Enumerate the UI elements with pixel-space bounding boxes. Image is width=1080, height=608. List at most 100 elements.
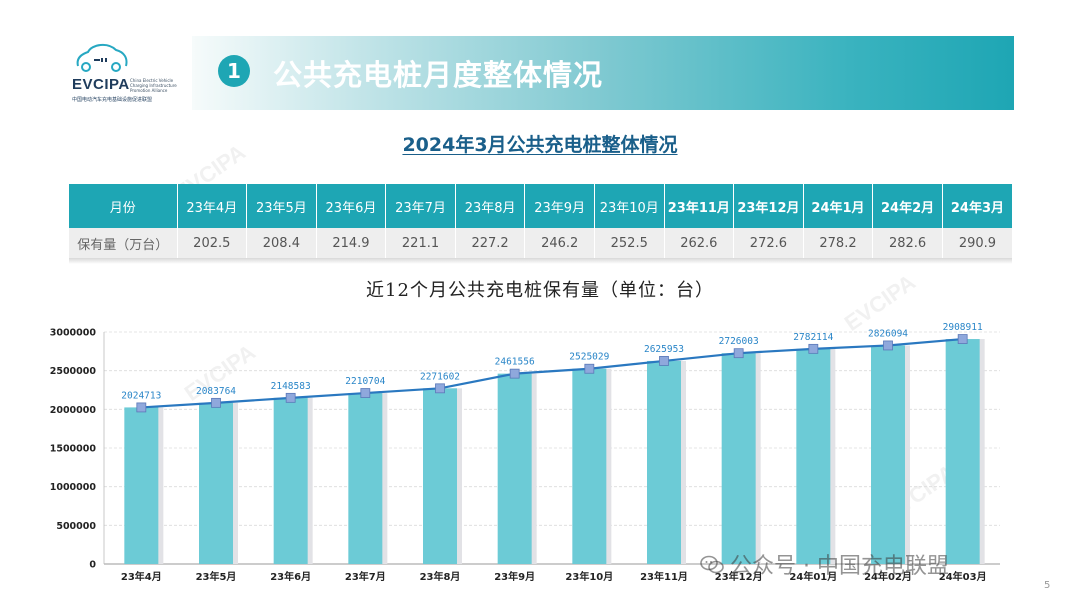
line-marker	[360, 388, 371, 398]
wechat-watermark: 公众号 · 中国充电联盟	[700, 548, 949, 580]
data-label: 2271602	[420, 371, 460, 382]
table-header-month: 23年5月	[246, 184, 317, 228]
bar	[572, 368, 607, 564]
table-header-month: 24年3月	[942, 184, 1012, 228]
bar	[273, 397, 308, 564]
table-cell: 214.9	[316, 228, 387, 258]
stock-chart: 0 500000 1000000 1500000 2000000 2500000 30000…	[50, 322, 1000, 583]
series-line	[141, 337, 963, 409]
data-label: 2908911	[943, 322, 983, 333]
table-cell: 278.2	[803, 228, 874, 258]
data-label: 2782114	[793, 332, 833, 343]
bar	[497, 373, 532, 564]
table-header-month: 23年12月	[733, 184, 804, 228]
x-tick-label: 24年01月	[789, 570, 837, 583]
section-title: 2024年3月公共充电桩整体情况	[402, 134, 678, 156]
y-tick-label: 1000000	[50, 482, 97, 493]
line-marker	[509, 368, 520, 379]
line-marker	[659, 356, 669, 366]
x-tick-label: 23年6月	[270, 570, 311, 583]
line-marker	[883, 340, 893, 351]
y-tick-label: 500000	[56, 521, 96, 532]
bar	[796, 348, 831, 564]
table-header-label: 月份	[69, 184, 178, 228]
table-header-month: 23年11月	[664, 184, 735, 228]
data-label: 2525029	[569, 352, 609, 363]
logo-tagline: China Electric Vehicle Charging Infrastr…	[130, 78, 177, 93]
bar	[348, 393, 383, 564]
y-tick-label: 2000000	[50, 405, 97, 416]
data-label: 2210704	[345, 376, 385, 387]
data-label: 2625953	[644, 344, 684, 355]
bar	[871, 345, 905, 564]
logo-subtitle: 中国电动汽车充电基础设施促进联盟	[72, 97, 153, 103]
logo-brand: EVCIPA	[72, 76, 130, 93]
table-cell: 272.6	[733, 228, 804, 258]
bar	[124, 407, 159, 564]
chart-title: 近12个月公共充电桩保有量（单位：台）	[366, 280, 714, 301]
line-marker	[957, 334, 968, 344]
y-tick-label: 2500000	[50, 366, 97, 377]
data-label: 2826094	[868, 328, 908, 339]
table-row-label: 保有量（万台）	[69, 228, 178, 258]
x-tick-label: 23年8月	[420, 570, 461, 583]
table-header-month: 23年6月	[316, 184, 387, 228]
bar	[945, 339, 980, 564]
x-tick-label: 23年11月	[640, 570, 688, 583]
x-tick-label: 23年4月	[121, 570, 162, 583]
table-row: 保有量（万台） 202.5 208.4 214.9 221.1 227.2 246.2 25…	[69, 228, 1012, 258]
line-marker	[435, 383, 445, 394]
table-cell: 202.5	[177, 228, 248, 258]
data-label: 2461556	[495, 357, 535, 368]
line-marker	[808, 343, 819, 354]
bar	[647, 360, 681, 564]
bar	[721, 353, 756, 564]
data-label: 2024713	[121, 390, 161, 401]
table-cell: 208.4	[246, 228, 317, 258]
table-header-month: 23年8月	[455, 184, 526, 228]
page-title: 公共充电桩月度整体情况	[273, 58, 604, 92]
table-cell: 221.1	[385, 228, 456, 258]
table-header-month: 23年10月	[594, 184, 665, 228]
table-header-month: 24年1月	[803, 184, 874, 228]
wechat-icon	[700, 555, 724, 574]
x-tick-label: 23年10月	[565, 570, 613, 583]
table-cell: 290.9	[942, 228, 1012, 258]
line-marker	[136, 402, 147, 413]
line-marker	[285, 392, 296, 403]
table-cell: 227.2	[455, 228, 526, 258]
table-header-month: 23年4月	[177, 184, 248, 228]
line-marker	[733, 348, 744, 359]
x-tick-label: 24年02月	[864, 570, 912, 583]
table-cell: 262.6	[664, 228, 735, 258]
table-cell: 252.5	[594, 228, 665, 258]
summary-table: 月份 23年4月 23年5月 23年6月 23年7月 23年8月 23年9月 23年10月 2…	[69, 184, 1012, 258]
x-tick-label: 23年7月	[345, 570, 386, 583]
table-header-month: 23年7月	[385, 184, 456, 228]
page-number: 5	[1044, 580, 1051, 591]
data-label: 2148583	[271, 381, 311, 392]
x-tick-label: 23年12月	[715, 570, 763, 583]
data-label: 2726003	[719, 336, 759, 347]
y-tick-label: 1500000	[50, 444, 97, 455]
x-tick-label: 23年9月	[494, 570, 535, 583]
y-tick-label: 0	[89, 560, 96, 571]
car-plug-icon	[76, 44, 128, 72]
line-marker	[211, 397, 221, 408]
table-cell: 246.2	[524, 228, 595, 258]
table-header-row: 月份 23年4月 23年5月 23年6月 23年7月 23年8月 23年9月 23年10月 2…	[69, 184, 1012, 228]
header-banner	[192, 36, 1014, 110]
table-header-month: 23年9月	[524, 184, 595, 228]
data-label: 2083764	[196, 386, 236, 397]
bar	[199, 402, 233, 564]
section-number-badge: 1	[218, 55, 250, 87]
watermark-text: 公众号 · 中国充电联盟	[730, 554, 949, 579]
y-tick-label: 3000000	[50, 328, 97, 339]
bar	[423, 388, 457, 564]
table-shadow	[69, 258, 1012, 264]
line-marker	[584, 363, 595, 374]
x-tick-label: 23年5月	[196, 570, 237, 583]
table-header-month: 24年2月	[872, 184, 943, 228]
evcipa-logo: EVCIPA China Electric Vehicle Charging I…	[70, 40, 180, 106]
x-tick-label: 24年03月	[939, 570, 987, 583]
